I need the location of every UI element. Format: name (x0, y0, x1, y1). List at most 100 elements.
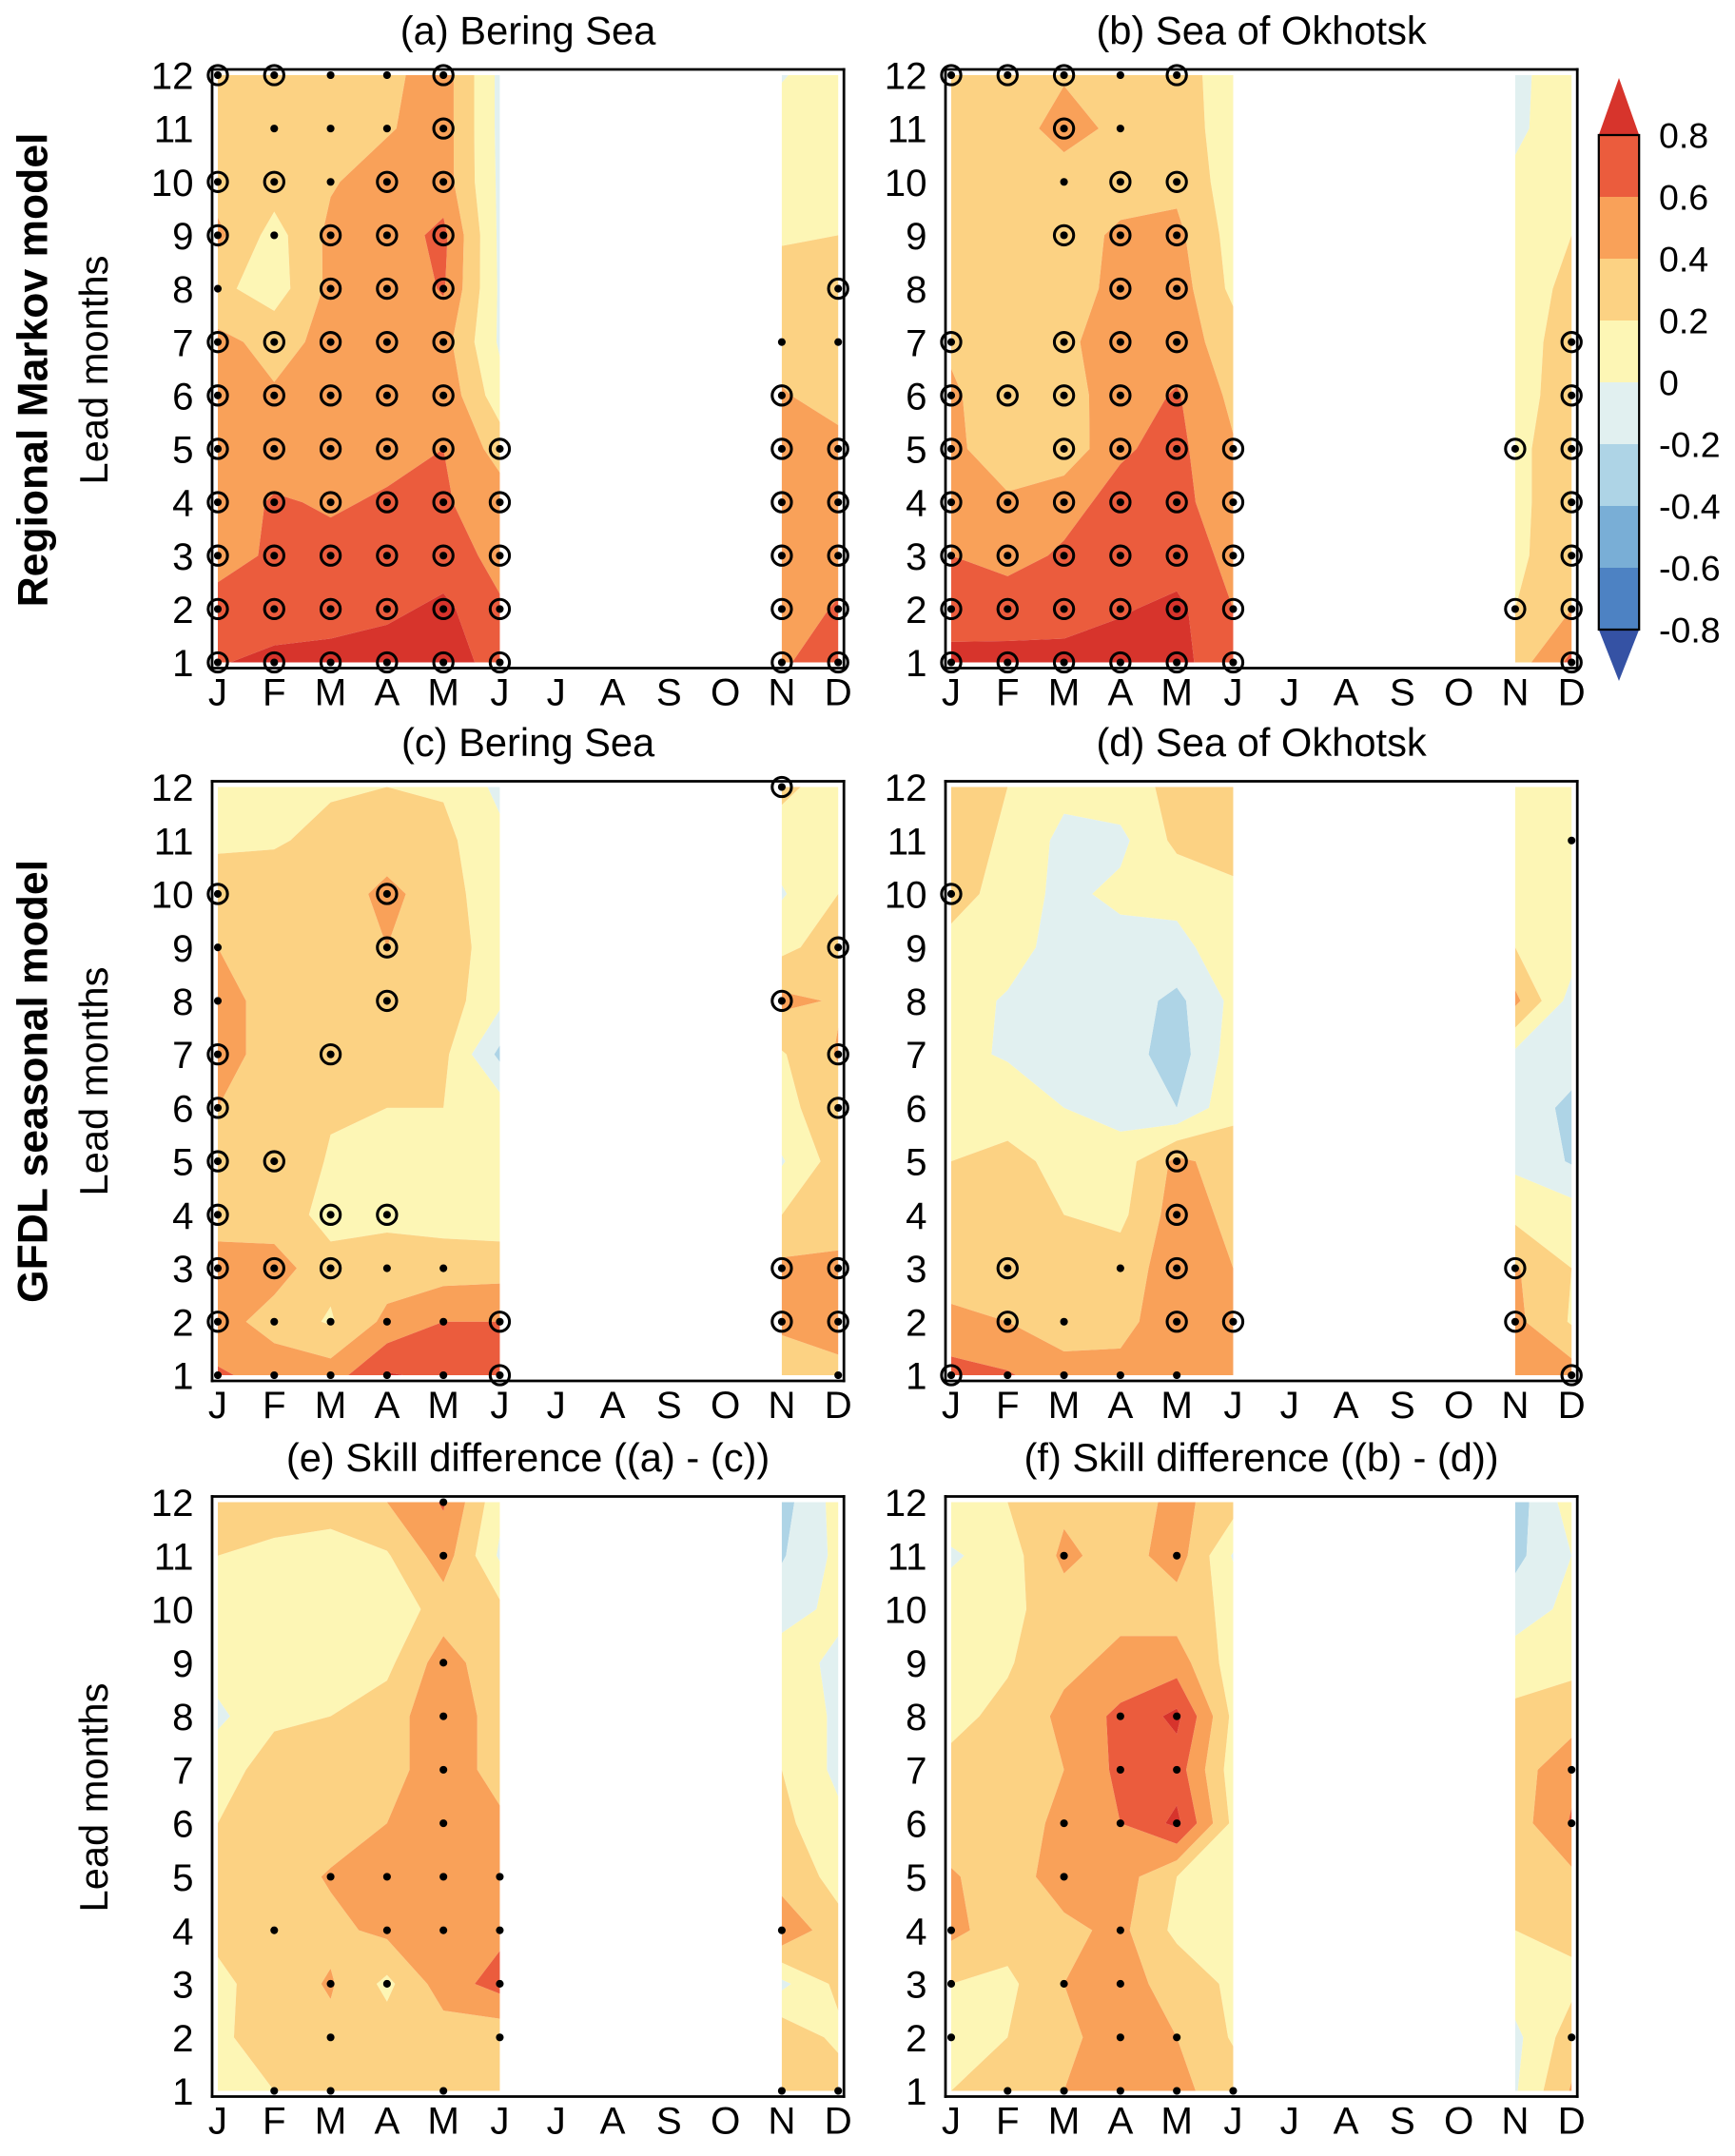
svg-text:O: O (711, 2099, 740, 2142)
svg-text:0.6: 0.6 (1659, 178, 1708, 218)
svg-text:5: 5 (172, 1141, 193, 1184)
svg-text:GFDL seasonal model: GFDL seasonal model (10, 860, 56, 1303)
svg-text:11: 11 (887, 820, 927, 863)
svg-text:6: 6 (906, 375, 926, 418)
svg-text:N: N (768, 1384, 795, 1427)
svg-text:J: J (1223, 670, 1242, 713)
svg-text:7: 7 (906, 321, 926, 364)
svg-text:8: 8 (906, 268, 926, 311)
svg-text:4: 4 (172, 1195, 193, 1237)
svg-text:M: M (315, 1384, 347, 1427)
svg-text:Regional Markov model: Regional Markov model (10, 133, 56, 608)
svg-text:12: 12 (151, 1482, 194, 1525)
svg-text:O: O (1444, 1384, 1473, 1427)
svg-text:(c) Bering Sea: (c) Bering Sea (401, 720, 655, 765)
svg-text:(f) Skill difference ((b) - (d: (f) Skill difference ((b) - (d)) (1024, 1435, 1499, 1480)
svg-text:-0.2: -0.2 (1659, 425, 1721, 465)
svg-text:N: N (1501, 2099, 1529, 2142)
svg-text:0: 0 (1659, 363, 1679, 403)
svg-text:M: M (315, 670, 347, 713)
svg-text:J: J (1280, 2099, 1299, 2142)
svg-text:9: 9 (172, 1642, 193, 1685)
svg-text:3: 3 (172, 1248, 193, 1291)
svg-text:J: J (208, 670, 227, 713)
svg-text:A: A (600, 2099, 626, 2142)
svg-text:A: A (1334, 1384, 1359, 1427)
svg-text:N: N (768, 670, 795, 713)
svg-text:J: J (1280, 670, 1299, 713)
svg-text:-0.6: -0.6 (1659, 549, 1721, 589)
svg-text:2: 2 (906, 589, 926, 631)
svg-text:J: J (547, 670, 566, 713)
svg-text:J: J (942, 1384, 961, 1427)
svg-text:3: 3 (906, 535, 926, 578)
svg-text:5: 5 (906, 1141, 926, 1184)
svg-text:S: S (1390, 670, 1415, 713)
svg-text:M: M (427, 2099, 459, 2142)
svg-text:J: J (942, 2099, 961, 2142)
svg-text:O: O (1444, 2099, 1473, 2142)
svg-text:9: 9 (906, 215, 926, 258)
svg-text:6: 6 (172, 375, 193, 418)
svg-text:3: 3 (172, 535, 193, 578)
svg-text:11: 11 (154, 1535, 194, 1578)
svg-text:F: F (263, 670, 286, 713)
svg-text:-0.8: -0.8 (1659, 611, 1721, 651)
svg-text:(b) Sea of Okhotsk: (b) Sea of Okhotsk (1096, 9, 1426, 53)
svg-text:Lead months: Lead months (71, 967, 116, 1196)
svg-text:7: 7 (172, 321, 193, 364)
svg-text:F: F (996, 1384, 1020, 1427)
svg-text:12: 12 (151, 55, 194, 98)
svg-text:8: 8 (906, 1696, 926, 1738)
svg-text:M: M (1048, 2099, 1081, 2142)
svg-text:M: M (1160, 1384, 1193, 1427)
svg-text:J: J (1223, 2099, 1242, 2142)
svg-text:8: 8 (172, 981, 193, 1023)
svg-text:D: D (825, 2099, 852, 2142)
svg-text:A: A (1107, 2099, 1133, 2142)
svg-text:D: D (1558, 670, 1586, 713)
svg-text:M: M (1048, 1384, 1081, 1427)
svg-text:5: 5 (906, 429, 926, 472)
svg-text:A: A (600, 670, 626, 713)
svg-text:O: O (711, 1384, 740, 1427)
svg-text:J: J (1280, 1384, 1299, 1427)
svg-text:D: D (825, 670, 852, 713)
svg-text:S: S (656, 1384, 682, 1427)
svg-text:A: A (1107, 670, 1133, 713)
svg-text:4: 4 (906, 482, 926, 525)
svg-text:12: 12 (885, 55, 927, 98)
svg-text:1: 1 (906, 642, 926, 685)
svg-text:4: 4 (906, 1910, 926, 1952)
svg-text:(e) Skill difference ((a) - (c: (e) Skill difference ((a) - (c)) (286, 1435, 770, 1480)
svg-text:5: 5 (906, 1856, 926, 1899)
svg-text:12: 12 (885, 1482, 927, 1525)
svg-text:N: N (1501, 1384, 1529, 1427)
svg-text:M: M (427, 670, 459, 713)
svg-text:10: 10 (885, 162, 927, 204)
svg-text:J: J (490, 1384, 509, 1427)
svg-text:M: M (1160, 670, 1193, 713)
svg-text:(d) Sea of Okhotsk: (d) Sea of Okhotsk (1096, 720, 1426, 765)
svg-text:S: S (1390, 2099, 1415, 2142)
svg-text:8: 8 (906, 981, 926, 1023)
svg-text:D: D (825, 1384, 852, 1427)
svg-text:M: M (1048, 670, 1081, 713)
svg-text:4: 4 (172, 1910, 193, 1952)
svg-text:11: 11 (154, 108, 194, 151)
svg-text:(a) Bering Sea: (a) Bering Sea (400, 9, 656, 53)
svg-text:A: A (1334, 670, 1359, 713)
svg-text:N: N (1501, 670, 1529, 713)
svg-text:3: 3 (172, 1964, 193, 2007)
svg-text:S: S (656, 2099, 682, 2142)
svg-text:0.8: 0.8 (1659, 116, 1708, 156)
svg-text:10: 10 (151, 874, 194, 917)
svg-text:D: D (1558, 2099, 1586, 2142)
svg-text:11: 11 (887, 1535, 927, 1578)
svg-text:0.2: 0.2 (1659, 301, 1708, 341)
svg-text:-0.4: -0.4 (1659, 487, 1721, 527)
svg-text:S: S (656, 670, 682, 713)
svg-text:9: 9 (906, 927, 926, 970)
svg-text:2: 2 (906, 1301, 926, 1344)
svg-text:7: 7 (172, 1749, 193, 1792)
